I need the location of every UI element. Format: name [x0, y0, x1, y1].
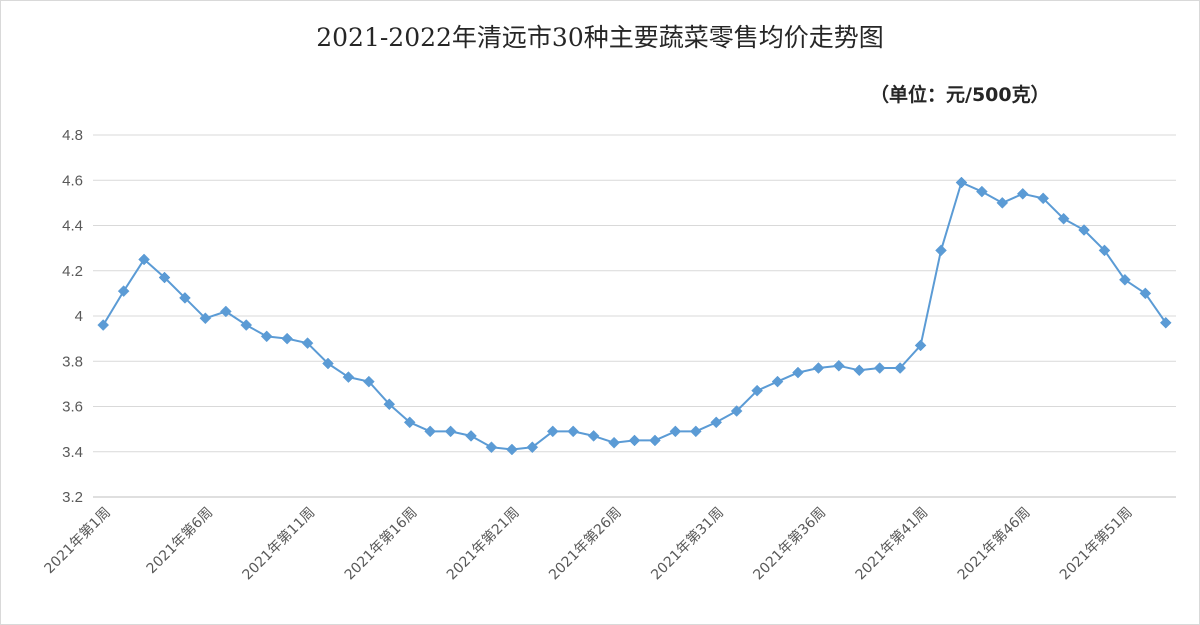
- y-tick-label: 4.8: [62, 127, 83, 144]
- x-tick-label: 2021年第46周: [954, 504, 1034, 584]
- data-point: [608, 436, 620, 449]
- y-tick-label: 3.6: [62, 399, 83, 416]
- data-point: [138, 253, 150, 266]
- data-point: [506, 443, 518, 456]
- data-point: [1159, 316, 1172, 329]
- chart-title: 2021-2022年清远市30种主要蔬菜零售均价走势图: [316, 23, 884, 52]
- data-point: [322, 357, 334, 370]
- data-point: [342, 371, 355, 383]
- data-point: [751, 384, 763, 397]
- data-point: [812, 362, 825, 374]
- data-point: [281, 332, 293, 345]
- data-point: [710, 416, 723, 429]
- data-point: [1057, 212, 1070, 225]
- y-tick-label: 3.2: [62, 489, 83, 506]
- data-point: [117, 285, 130, 297]
- x-tick-label: 2021年第21周: [443, 504, 523, 584]
- data-point: [914, 339, 927, 352]
- data-point: [485, 441, 498, 454]
- y-tick-label: 4: [75, 308, 83, 325]
- x-tick-label: 2021年第6周: [143, 504, 216, 577]
- data-point: [240, 319, 253, 331]
- y-tick-label: 3.4: [62, 444, 83, 461]
- data-point: [792, 366, 804, 379]
- x-axis-ticks: 2021年第1周 2021年第6周 2021年第11周 2021年第16周 2021年第…: [41, 504, 1136, 584]
- data-point: [853, 364, 866, 377]
- data-point: [179, 292, 191, 304]
- data-point: [567, 425, 580, 438]
- x-tick-label: 2021年第41周: [852, 504, 932, 584]
- data-point: [730, 405, 743, 417]
- data-point: [771, 375, 784, 388]
- data-point: [526, 441, 539, 454]
- y-tick-label: 4.6: [62, 172, 83, 189]
- data-point: [260, 330, 273, 343]
- gridlines: [93, 134, 1176, 498]
- x-tick-label: 2021年第11周: [239, 504, 319, 584]
- x-tick-label: 2021年第16周: [341, 504, 421, 584]
- data-point: [383, 398, 396, 411]
- data-point: [1098, 244, 1111, 257]
- data-point: [219, 305, 232, 318]
- x-tick-label: 2021年第31周: [648, 504, 728, 584]
- data-point: [1078, 224, 1090, 236]
- y-tick-label: 3.8: [62, 353, 83, 370]
- data-point: [894, 362, 906, 374]
- data-point: [199, 312, 212, 325]
- data-point: [689, 425, 702, 438]
- data-point: [587, 430, 600, 442]
- data-point: [424, 425, 437, 438]
- unit-label: （单位：元/500克）: [870, 84, 1050, 106]
- data-point: [1037, 192, 1050, 205]
- data-point: [158, 271, 171, 284]
- data-point: [97, 319, 110, 331]
- y-tick-label: 4.4: [62, 218, 83, 235]
- y-tick-label: 4.2: [62, 263, 83, 280]
- data-point: [955, 176, 968, 189]
- series: [97, 176, 1172, 456]
- data-point: [649, 434, 661, 447]
- x-tick-label: 2021年第51周: [1056, 504, 1136, 584]
- data-point: [1139, 287, 1152, 300]
- data-point: [444, 425, 457, 438]
- data-point: [546, 425, 559, 438]
- data-point: [976, 185, 988, 198]
- x-tick-label: 2021年第36周: [750, 504, 830, 584]
- data-point: [669, 425, 682, 438]
- data-point: [1016, 187, 1029, 200]
- data-point: [996, 197, 1009, 209]
- data-point: [873, 362, 886, 374]
- y-axis-ticks: 3.2 3.4 3.6 3.8 4 4.2 4.4 4.6 4.8: [62, 127, 83, 506]
- x-tick-label: 2021年第26周: [545, 504, 625, 584]
- x-tick-label: 2021年第1周: [41, 504, 114, 577]
- data-point: [628, 434, 641, 447]
- data-point: [403, 416, 416, 429]
- data-point: [1119, 273, 1131, 286]
- data-point: [832, 359, 845, 372]
- data-point: [465, 430, 477, 442]
- data-point: [935, 244, 947, 257]
- data-point: [301, 337, 314, 350]
- data-point: [363, 375, 375, 388]
